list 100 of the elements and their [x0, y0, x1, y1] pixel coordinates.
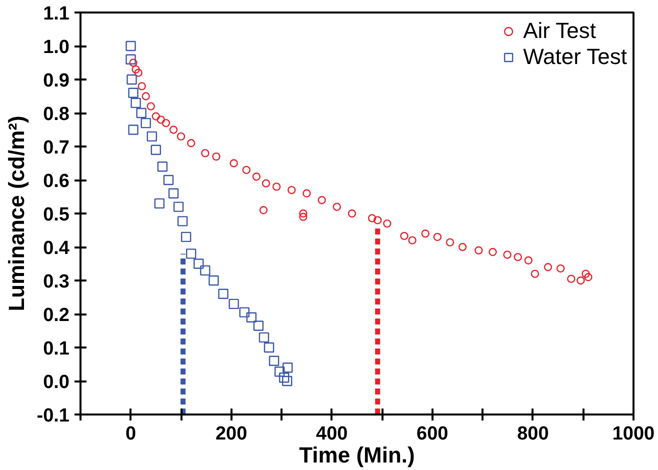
- point: [162, 118, 170, 128]
- x-tick-label: 800: [517, 424, 549, 444]
- point: [274, 366, 285, 377]
- point: [348, 209, 356, 218]
- point: [400, 232, 408, 240]
- point: [242, 166, 250, 174]
- point: [239, 307, 250, 318]
- point: [302, 189, 311, 198]
- x-tick-label: 400: [316, 424, 348, 444]
- y-axis-title: Luminance (cd/m²): [4, 116, 29, 312]
- point: [264, 342, 274, 353]
- y-tick-label: 0.3: [43, 272, 70, 292]
- point: [514, 252, 522, 262]
- point: [253, 320, 264, 331]
- point: [246, 312, 257, 322]
- point: [187, 139, 196, 148]
- legend-label: Water Test: [523, 44, 627, 70]
- point: [474, 246, 483, 254]
- point: [279, 372, 290, 383]
- point: [126, 54, 136, 64]
- y-tick-label: -0.1: [36, 406, 70, 426]
- point: [544, 263, 552, 272]
- point: [503, 250, 512, 259]
- point: [142, 92, 150, 100]
- point: [288, 186, 296, 194]
- point: [259, 206, 268, 214]
- point: [200, 265, 210, 276]
- y-tick-label: 0.1: [43, 338, 70, 360]
- point: [332, 202, 341, 211]
- point: [208, 275, 219, 286]
- point: [374, 216, 382, 224]
- point: [368, 214, 376, 222]
- point: [163, 174, 174, 186]
- point: [282, 376, 292, 386]
- legend-label: Air Test: [523, 18, 596, 44]
- point: [134, 68, 142, 77]
- point: [130, 98, 141, 108]
- point: [433, 232, 442, 242]
- y-tick-label: 0.4: [43, 238, 70, 259]
- point: [230, 159, 238, 168]
- point: [299, 212, 308, 221]
- y-tick-label: 0.8: [43, 104, 70, 125]
- point: [556, 264, 565, 273]
- point: [186, 248, 196, 259]
- point: [252, 172, 261, 181]
- point: [126, 40, 136, 52]
- x-tick-label: 600: [416, 424, 448, 444]
- point: [128, 88, 138, 98]
- x-axis-title: Time (Min.): [299, 442, 415, 468]
- point: [201, 149, 210, 158]
- y-tick-label: 0.2: [43, 305, 70, 326]
- point: [169, 126, 178, 134]
- point: [524, 256, 533, 264]
- point: [146, 131, 157, 142]
- point: [126, 74, 137, 85]
- point: [194, 258, 204, 269]
- point: [408, 236, 416, 244]
- y-tick-label: 1.0: [43, 37, 70, 58]
- point: [299, 209, 308, 218]
- x-tick-label: 1000: [612, 424, 655, 444]
- point: [458, 242, 467, 252]
- point: [582, 270, 590, 278]
- point: [156, 116, 166, 124]
- point: [421, 230, 430, 238]
- point: [262, 179, 270, 188]
- y-tick-label: 0.7: [43, 138, 70, 158]
- y-tick-label: 0.5: [43, 204, 70, 226]
- point: [282, 362, 293, 373]
- y-tick-label: 0.0: [43, 372, 70, 393]
- point: [446, 238, 454, 246]
- point: [177, 216, 188, 226]
- point: [129, 58, 138, 67]
- point: [140, 118, 151, 128]
- point: [136, 108, 146, 118]
- point: [567, 274, 576, 283]
- point: [176, 132, 186, 141]
- point: [212, 152, 220, 161]
- point: [584, 273, 592, 282]
- point: [318, 196, 326, 204]
- point: [168, 188, 179, 198]
- point: [152, 112, 160, 120]
- point: [268, 356, 280, 366]
- point: [157, 162, 168, 172]
- y-tick-label: 1.1: [43, 4, 70, 24]
- point: [146, 102, 155, 110]
- point: [132, 65, 140, 74]
- point: [488, 248, 497, 256]
- y-tick-label: 0.9: [43, 70, 70, 92]
- point: [258, 332, 270, 343]
- point: [180, 232, 192, 242]
- point: [576, 276, 585, 285]
- point: [272, 182, 281, 191]
- point: [228, 298, 239, 310]
- y-tick-label: 0.6: [43, 171, 70, 192]
- point: [154, 198, 165, 209]
- x-tick-label: 200: [215, 424, 248, 444]
- x-tick-label: 0: [125, 424, 136, 444]
- point: [138, 82, 146, 90]
- point: [383, 219, 392, 228]
- point: [173, 202, 184, 212]
